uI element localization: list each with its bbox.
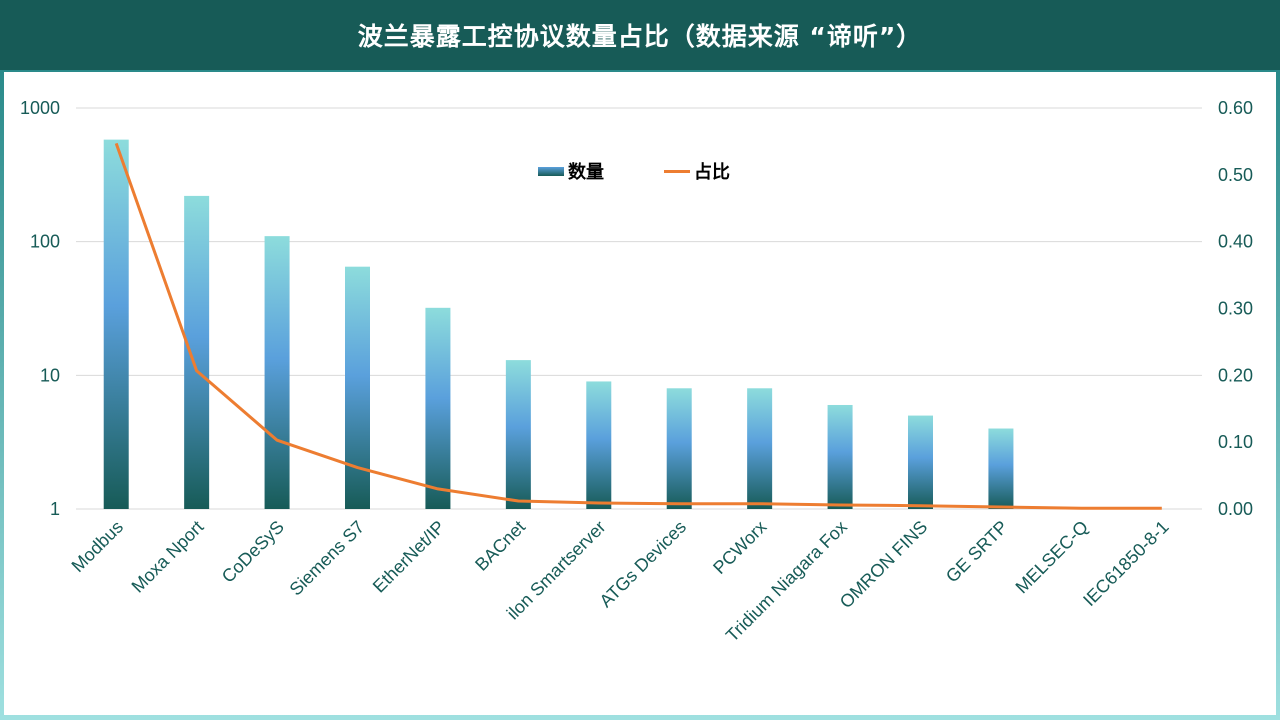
category-label: MELSEC-Q <box>1012 517 1093 598</box>
left-tick-label: 10 <box>40 365 60 385</box>
bar <box>666 388 692 509</box>
bar <box>425 307 451 509</box>
category-label: Moxa Nport <box>128 517 208 597</box>
bar <box>345 266 370 509</box>
bar <box>264 236 290 509</box>
chart-header: 波兰暴露工控协议数量占比（数据来源 “谛听”） <box>0 0 1280 70</box>
category-label: IEC61850-8-1 <box>1079 517 1172 610</box>
category-label: GE SRTP <box>942 517 1012 587</box>
right-tick-label: 0.10 <box>1218 432 1253 452</box>
left-tick-label: 100 <box>30 232 60 252</box>
right-tick-label: 0.50 <box>1218 165 1253 185</box>
bar <box>586 381 612 509</box>
bar <box>184 195 210 509</box>
right-axis: 0.00 0.10 0.20 0.30 0.40 0.50 0.60 <box>1218 98 1253 519</box>
bar <box>988 428 1014 509</box>
chart-title: 波兰暴露工控协议数量占比（数据来源 “谛听”） <box>357 22 923 51</box>
bar <box>908 415 933 509</box>
category-label: ATGs Devices <box>596 517 691 612</box>
chart-panel <box>4 72 1276 715</box>
legend-swatch-bar <box>538 167 564 176</box>
category-label: PCWorx <box>709 517 770 578</box>
line-series <box>114 142 1162 510</box>
left-tick-label: 1000 <box>20 98 60 118</box>
legend: 数量 占比 <box>538 161 730 183</box>
right-tick-label: 0.40 <box>1218 232 1253 252</box>
bar <box>827 404 853 509</box>
bar <box>505 360 531 509</box>
legend-label-line: 占比 <box>694 161 730 183</box>
gridlines <box>76 107 1202 510</box>
category-label: BACnet <box>471 517 529 575</box>
bar <box>747 388 773 509</box>
category-label: Modbus <box>68 517 127 576</box>
category-label: Siemens S7 <box>286 517 369 600</box>
category-label: CoDeSyS <box>218 517 288 587</box>
bar-series <box>103 139 1014 509</box>
category-label: EtherNet/IP <box>369 517 449 597</box>
left-tick-label: 1 <box>50 499 60 519</box>
right-tick-label: 0.20 <box>1218 365 1253 385</box>
right-tick-label: 0.60 <box>1218 98 1253 118</box>
right-tick-label: 0.30 <box>1218 299 1253 319</box>
left-axis: 1 10 100 1000 <box>20 98 60 519</box>
legend-label-bar: 数量 <box>568 161 604 183</box>
bar <box>103 139 129 509</box>
line-path <box>114 142 1162 510</box>
right-tick-label: 0.00 <box>1218 499 1253 519</box>
